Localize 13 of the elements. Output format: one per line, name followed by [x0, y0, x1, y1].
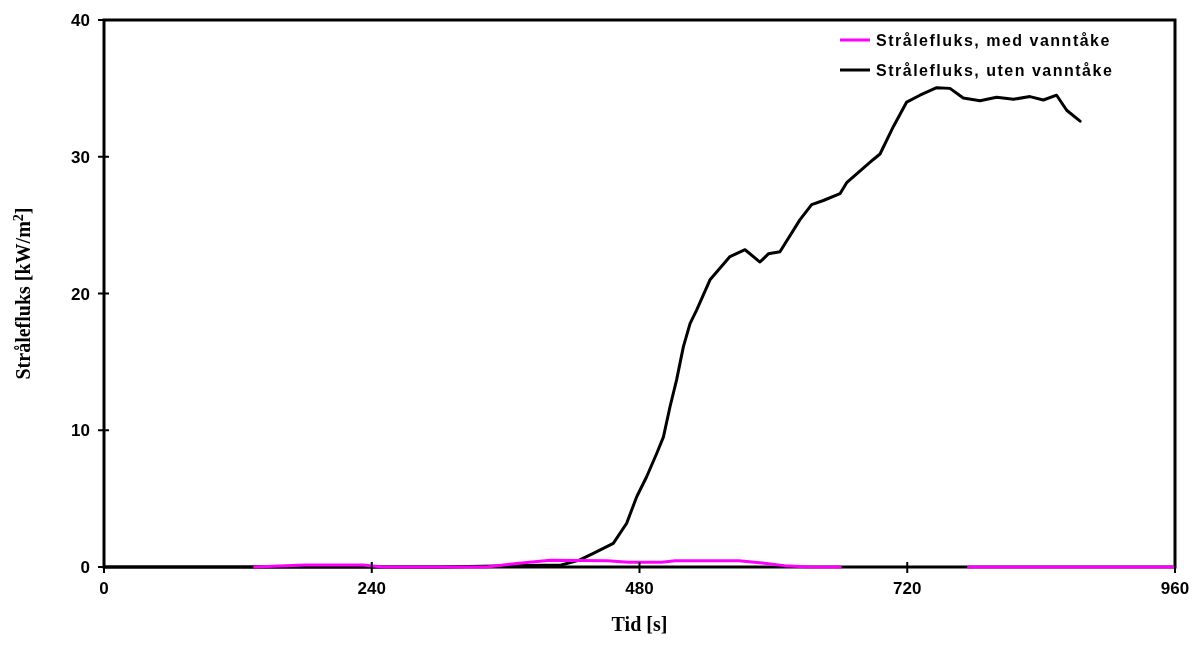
- x-tick-label: 0: [99, 579, 109, 598]
- x-tick-label: 720: [893, 579, 922, 598]
- y-tick-label: 20: [71, 284, 90, 304]
- y-tick-label: 30: [71, 147, 90, 167]
- y-tick-label: 40: [71, 11, 90, 30]
- legend-label: Strålefluks, med vanntåke: [876, 32, 1111, 49]
- x-tick-label: 480: [625, 579, 654, 598]
- x-axis-title: Tid [s]: [611, 613, 668, 635]
- x-tick-label: 240: [357, 579, 386, 598]
- x-tick-label: 960: [1160, 579, 1190, 598]
- y-tick-label: 0: [80, 558, 90, 577]
- y-tick-label: 10: [71, 421, 90, 441]
- legend-label: Strålefluks, uten vanntåke: [876, 62, 1114, 79]
